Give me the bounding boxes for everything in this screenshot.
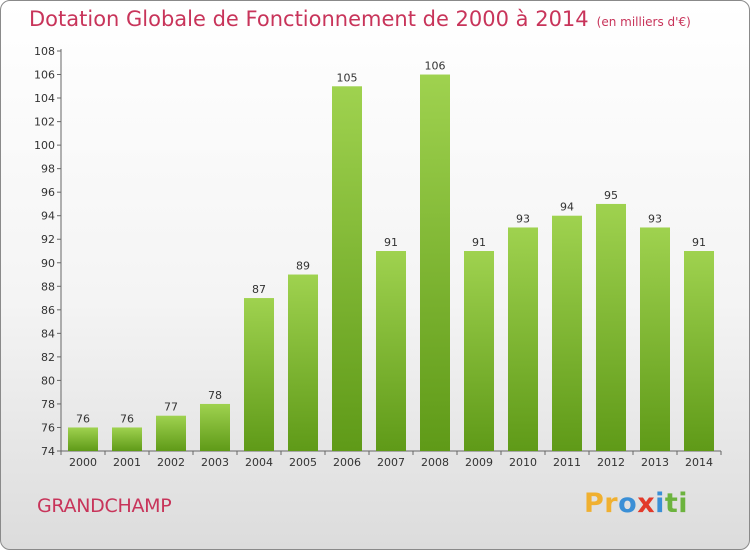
bar[interactable] [464, 251, 494, 451]
bar-value-label: 105 [337, 71, 358, 84]
x-tick-label: 2009 [465, 456, 493, 469]
y-tick-label: 80 [41, 374, 55, 387]
y-tick-label: 92 [41, 233, 55, 246]
x-tick-label: 2003 [201, 456, 229, 469]
bar-value-label: 95 [604, 189, 618, 202]
bar[interactable] [68, 427, 98, 451]
bar[interactable] [332, 86, 362, 451]
bar[interactable] [244, 298, 274, 451]
bar[interactable] [288, 274, 318, 451]
y-tick-label: 102 [34, 116, 55, 129]
bar-value-label: 76 [120, 412, 134, 425]
bar-value-label: 87 [252, 283, 266, 296]
logo-letter: i [655, 488, 665, 519]
bar[interactable] [596, 203, 626, 451]
logo-letter: x [637, 488, 656, 519]
bar[interactable] [508, 227, 538, 451]
bar-value-label: 78 [208, 389, 222, 402]
bar-value-label: 93 [516, 212, 530, 225]
logo-letter: r [604, 488, 619, 519]
x-tick-label: 2007 [377, 456, 405, 469]
chart-title-text: Dotation Globale de Fonctionnement de 20… [29, 7, 589, 31]
bars: 76 76 77 78 87 89 105 91 106 91 93 94 95 93 91 [68, 60, 714, 451]
logo-letter: o [618, 488, 638, 519]
x-tick-label: 2004 [245, 456, 273, 469]
bar-value-label: 93 [648, 212, 662, 225]
y-tick-label: 100 [34, 139, 55, 152]
y-tick-label: 74 [41, 445, 55, 458]
bar-value-label: 76 [76, 412, 90, 425]
y-tick-label: 90 [41, 257, 55, 270]
x-tick-label: 2014 [685, 456, 713, 469]
chart-unit: (en milliers d'€) [596, 15, 691, 29]
bar-value-label: 91 [472, 236, 486, 249]
x-tick-label: 2008 [421, 456, 449, 469]
y-tick-label: 96 [41, 186, 55, 199]
axes: 74 76 78 80 82 84 86 88 90 92 94 96 98 100 102 104 106 10… [34, 45, 722, 469]
bar-value-label: 77 [164, 401, 178, 414]
logo-letter: t [664, 488, 679, 519]
x-tick-label: 2000 [69, 456, 97, 469]
y-tick-label: 94 [41, 210, 55, 223]
y-tick-label: 108 [34, 45, 55, 58]
bar[interactable] [200, 403, 230, 451]
x-tick-label: 2005 [289, 456, 317, 469]
y-tick-label: 76 [41, 421, 55, 434]
y-tick-label: 78 [41, 398, 55, 411]
bar-value-label: 91 [384, 236, 398, 249]
x-tick-label: 2001 [113, 456, 141, 469]
y-tick-label: 104 [34, 92, 55, 105]
bar-value-label: 94 [560, 201, 574, 214]
y-tick-label: 98 [41, 163, 55, 176]
y-tick-label: 88 [41, 280, 55, 293]
bar-value-label: 106 [425, 60, 446, 73]
x-tick-label: 2006 [333, 456, 361, 469]
bar[interactable] [640, 227, 670, 451]
logo-letter: P [584, 488, 605, 519]
chart-title: Dotation Globale de Fonctionnement de 20… [29, 7, 691, 31]
bar-value-label: 89 [296, 260, 310, 273]
x-tick-label: 2011 [553, 456, 581, 469]
x-tick-label: 2002 [157, 456, 185, 469]
bar[interactable] [684, 251, 714, 451]
commune-name: GRANDCHAMP [37, 495, 172, 517]
bar[interactable] [420, 74, 450, 451]
bar[interactable] [156, 415, 186, 451]
y-tick-label: 84 [41, 327, 55, 340]
x-tick-label: 2010 [509, 456, 537, 469]
y-tick-label: 106 [34, 69, 55, 82]
y-tick-label: 86 [41, 304, 55, 317]
y-tick-label: 82 [41, 351, 55, 364]
x-tick-label: 2013 [641, 456, 669, 469]
bar[interactable] [376, 251, 406, 451]
bar[interactable] [552, 215, 582, 451]
proxiti-logo[interactable]: Proxiti [584, 488, 688, 519]
bar[interactable] [112, 427, 142, 451]
logo-letter: i [678, 488, 689, 519]
bar-value-label: 91 [692, 236, 706, 249]
x-tick-label: 2012 [597, 456, 625, 469]
